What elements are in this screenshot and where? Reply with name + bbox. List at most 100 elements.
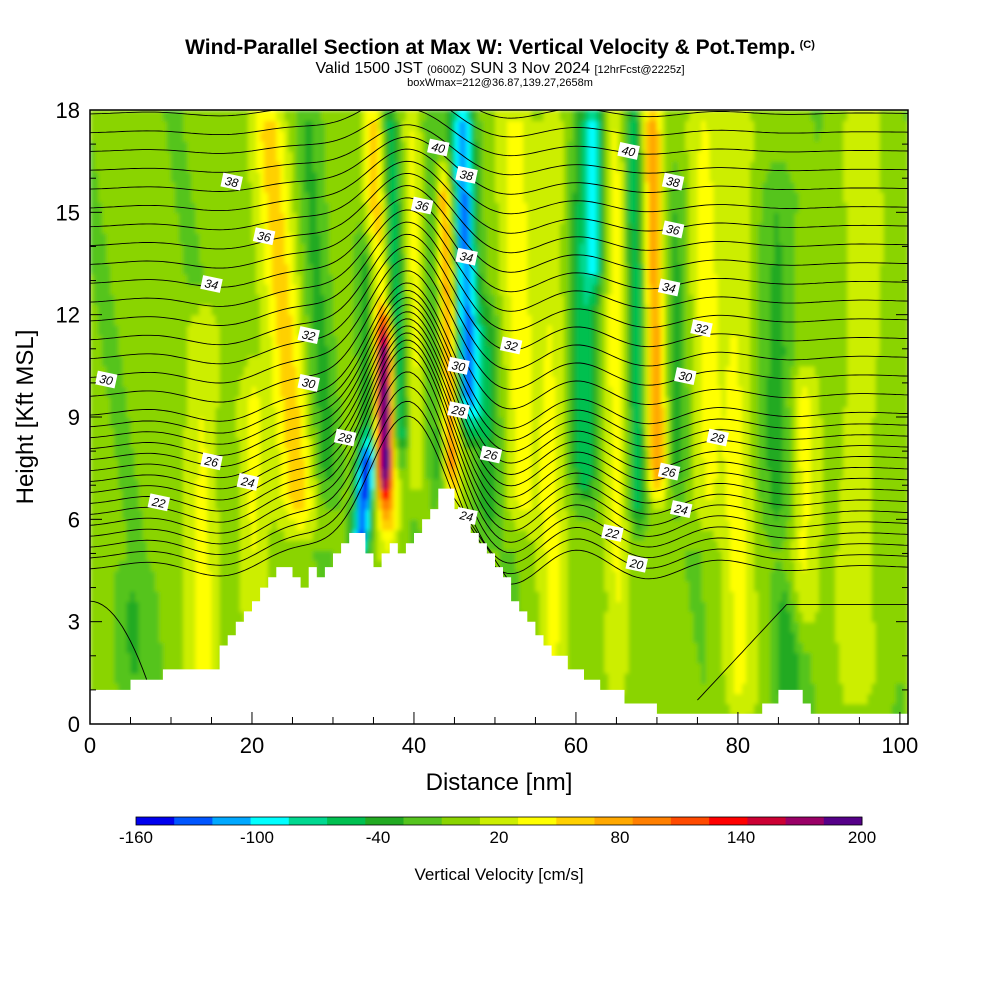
velocity-cell [256,570,261,582]
velocity-cell [195,376,201,388]
velocity-cell [138,611,144,623]
velocity-cell [341,161,346,173]
velocity-cell [280,161,286,173]
velocity-cell [308,468,314,480]
velocity-cell [260,498,265,510]
velocity-cell [235,130,241,142]
velocity-cell [418,120,423,132]
velocity-cell [227,263,233,275]
velocity-cell [357,253,363,265]
velocity-cell [252,396,257,408]
velocity-cell [138,539,144,551]
velocity-cell [114,263,120,275]
velocity-cell [365,447,371,459]
velocity-cell [158,161,164,173]
velocity-cell [252,498,257,510]
velocity-cell [154,652,160,664]
velocity-cell [320,150,326,162]
velocity-cell [227,140,233,152]
velocity-cell [333,253,338,265]
velocity-cell [211,191,217,203]
velocity-cell [134,652,140,664]
velocity-cell [268,550,273,561]
velocity-cell [341,386,346,398]
velocity-cell [142,621,148,633]
velocity-cell [256,396,261,408]
velocity-cell [296,304,302,316]
velocity-cell [94,468,99,480]
velocity-cell [365,539,371,551]
velocity-cell [231,519,237,531]
velocity-cell [231,273,237,285]
velocity-cell [308,539,314,551]
velocity-cell [324,437,330,449]
velocity-cell [106,181,111,193]
velocity-cell [102,191,107,203]
velocity-cell [90,591,95,602]
velocity-cell [304,365,310,377]
velocity-cell [223,232,229,244]
velocity-cell [280,539,286,551]
velocity-cell [175,652,180,664]
velocity-cell [126,314,132,326]
velocity-cell [94,457,99,469]
velocity-cell [146,478,152,490]
velocity-cell [272,212,277,224]
velocity-cell [211,345,217,357]
velocity-cell [154,662,160,674]
velocity-cell [231,611,237,623]
velocity-cell [324,324,330,336]
velocity-cell [300,509,306,521]
velocity-cell [268,457,273,469]
velocity-cell [162,488,168,500]
velocity-cell [276,212,282,224]
velocity-cell [98,253,103,265]
velocity-cell [166,447,172,459]
velocity-cell [308,273,314,285]
velocity-cell [227,539,233,551]
velocity-cell [102,560,107,572]
velocity-cell [106,365,111,377]
velocity-cell [328,335,334,347]
velocity-cell [264,191,269,203]
velocity-cell [175,498,180,510]
velocity-cell [243,417,249,428]
velocity-cell [296,140,302,152]
velocity-cell [154,591,160,602]
velocity-cell [304,294,310,306]
velocity-cell [114,304,120,316]
velocity-cell [219,161,225,173]
velocity-cell [268,396,273,408]
velocity-cell [130,550,136,561]
velocity-cell [126,222,132,234]
velocity-cell [247,324,253,336]
velocity-cell [130,468,136,480]
velocity-cell [110,191,115,203]
velocity-cell [341,498,346,510]
velocity-cell [361,212,367,224]
velocity-cell [142,427,148,439]
velocity-cell [102,273,107,285]
velocity-cell [98,243,103,254]
velocity-cell [239,509,245,521]
velocity-cell [110,478,115,490]
velocity-cell [357,365,363,377]
velocity-cell [179,406,184,418]
velocity-cell [110,294,115,306]
velocity-cell [118,140,124,152]
velocity-cell [308,427,314,439]
velocity-cell [110,529,115,541]
velocity-cell [179,621,184,633]
velocity-cell [211,550,217,561]
velocity-cell [296,570,302,582]
velocity-cell [142,191,148,203]
velocity-cell [166,304,172,316]
velocity-cell [312,243,318,254]
velocity-cell [280,314,286,326]
velocity-cell [102,519,107,531]
velocity-cell [94,191,99,203]
velocity-cell [211,621,217,633]
velocity-cell [284,232,290,244]
velocity-cell [90,468,95,480]
velocity-cell [195,478,201,490]
